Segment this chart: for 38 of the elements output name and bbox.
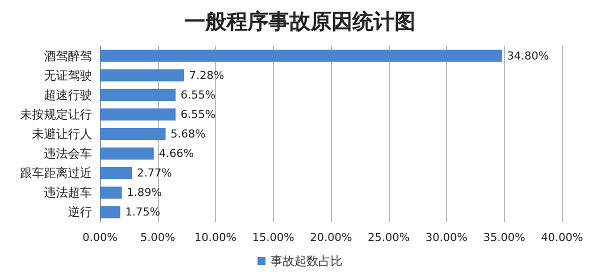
x-tick-label: 15.00% <box>252 231 294 244</box>
data-label: 1.75% <box>125 206 160 219</box>
legend-label: 事故起数占比 <box>270 254 342 268</box>
x-tick-label: 40.00% <box>541 231 583 244</box>
y-tick-label: 未按规定让行 <box>20 107 92 122</box>
data-label: 7.28% <box>189 68 224 82</box>
y-tick-label: 违法会车 <box>44 146 92 161</box>
bar <box>100 147 154 160</box>
data-label: 5.68% <box>170 128 206 140</box>
y-tick-label: 违法超车 <box>44 186 92 200</box>
y-tick-label: 酒驾醉驾 <box>44 48 92 63</box>
bar <box>100 50 502 62</box>
data-label: 6.55% <box>180 88 216 102</box>
x-tick-label: 5.00% <box>140 231 176 244</box>
y-tick-label: 跟车距离过近 <box>20 166 92 180</box>
data-label: 4.66% <box>158 147 194 160</box>
x-tick-label: 20.00% <box>310 231 352 244</box>
x-tick-label: 25.00% <box>368 231 410 244</box>
x-tick-label: 30.00% <box>426 231 468 244</box>
data-label: 6.55% <box>180 108 216 121</box>
x-tick-label: 35.00% <box>483 231 526 244</box>
bar <box>100 128 166 140</box>
data-label: 34.80% <box>506 49 549 62</box>
x-tick-label: 10.00% <box>194 231 236 244</box>
data-label: 1.89% <box>126 186 162 200</box>
bar <box>100 186 122 199</box>
y-tick-label: 逆行 <box>68 205 92 220</box>
y-tick-label: 超速行驶 <box>44 88 92 102</box>
bar <box>100 88 176 101</box>
y-tick-label: 未避让行人 <box>32 127 92 141</box>
bar <box>100 167 132 180</box>
chart-title: 一般程序事故原因统计图 <box>184 10 416 34</box>
data-label: 2.77% <box>136 166 172 180</box>
x-tick-label: 0.00% <box>82 231 118 244</box>
bar <box>100 69 184 82</box>
bar <box>100 108 176 121</box>
bar <box>100 206 120 218</box>
y-tick-label: 无证驾驶 <box>44 68 92 82</box>
